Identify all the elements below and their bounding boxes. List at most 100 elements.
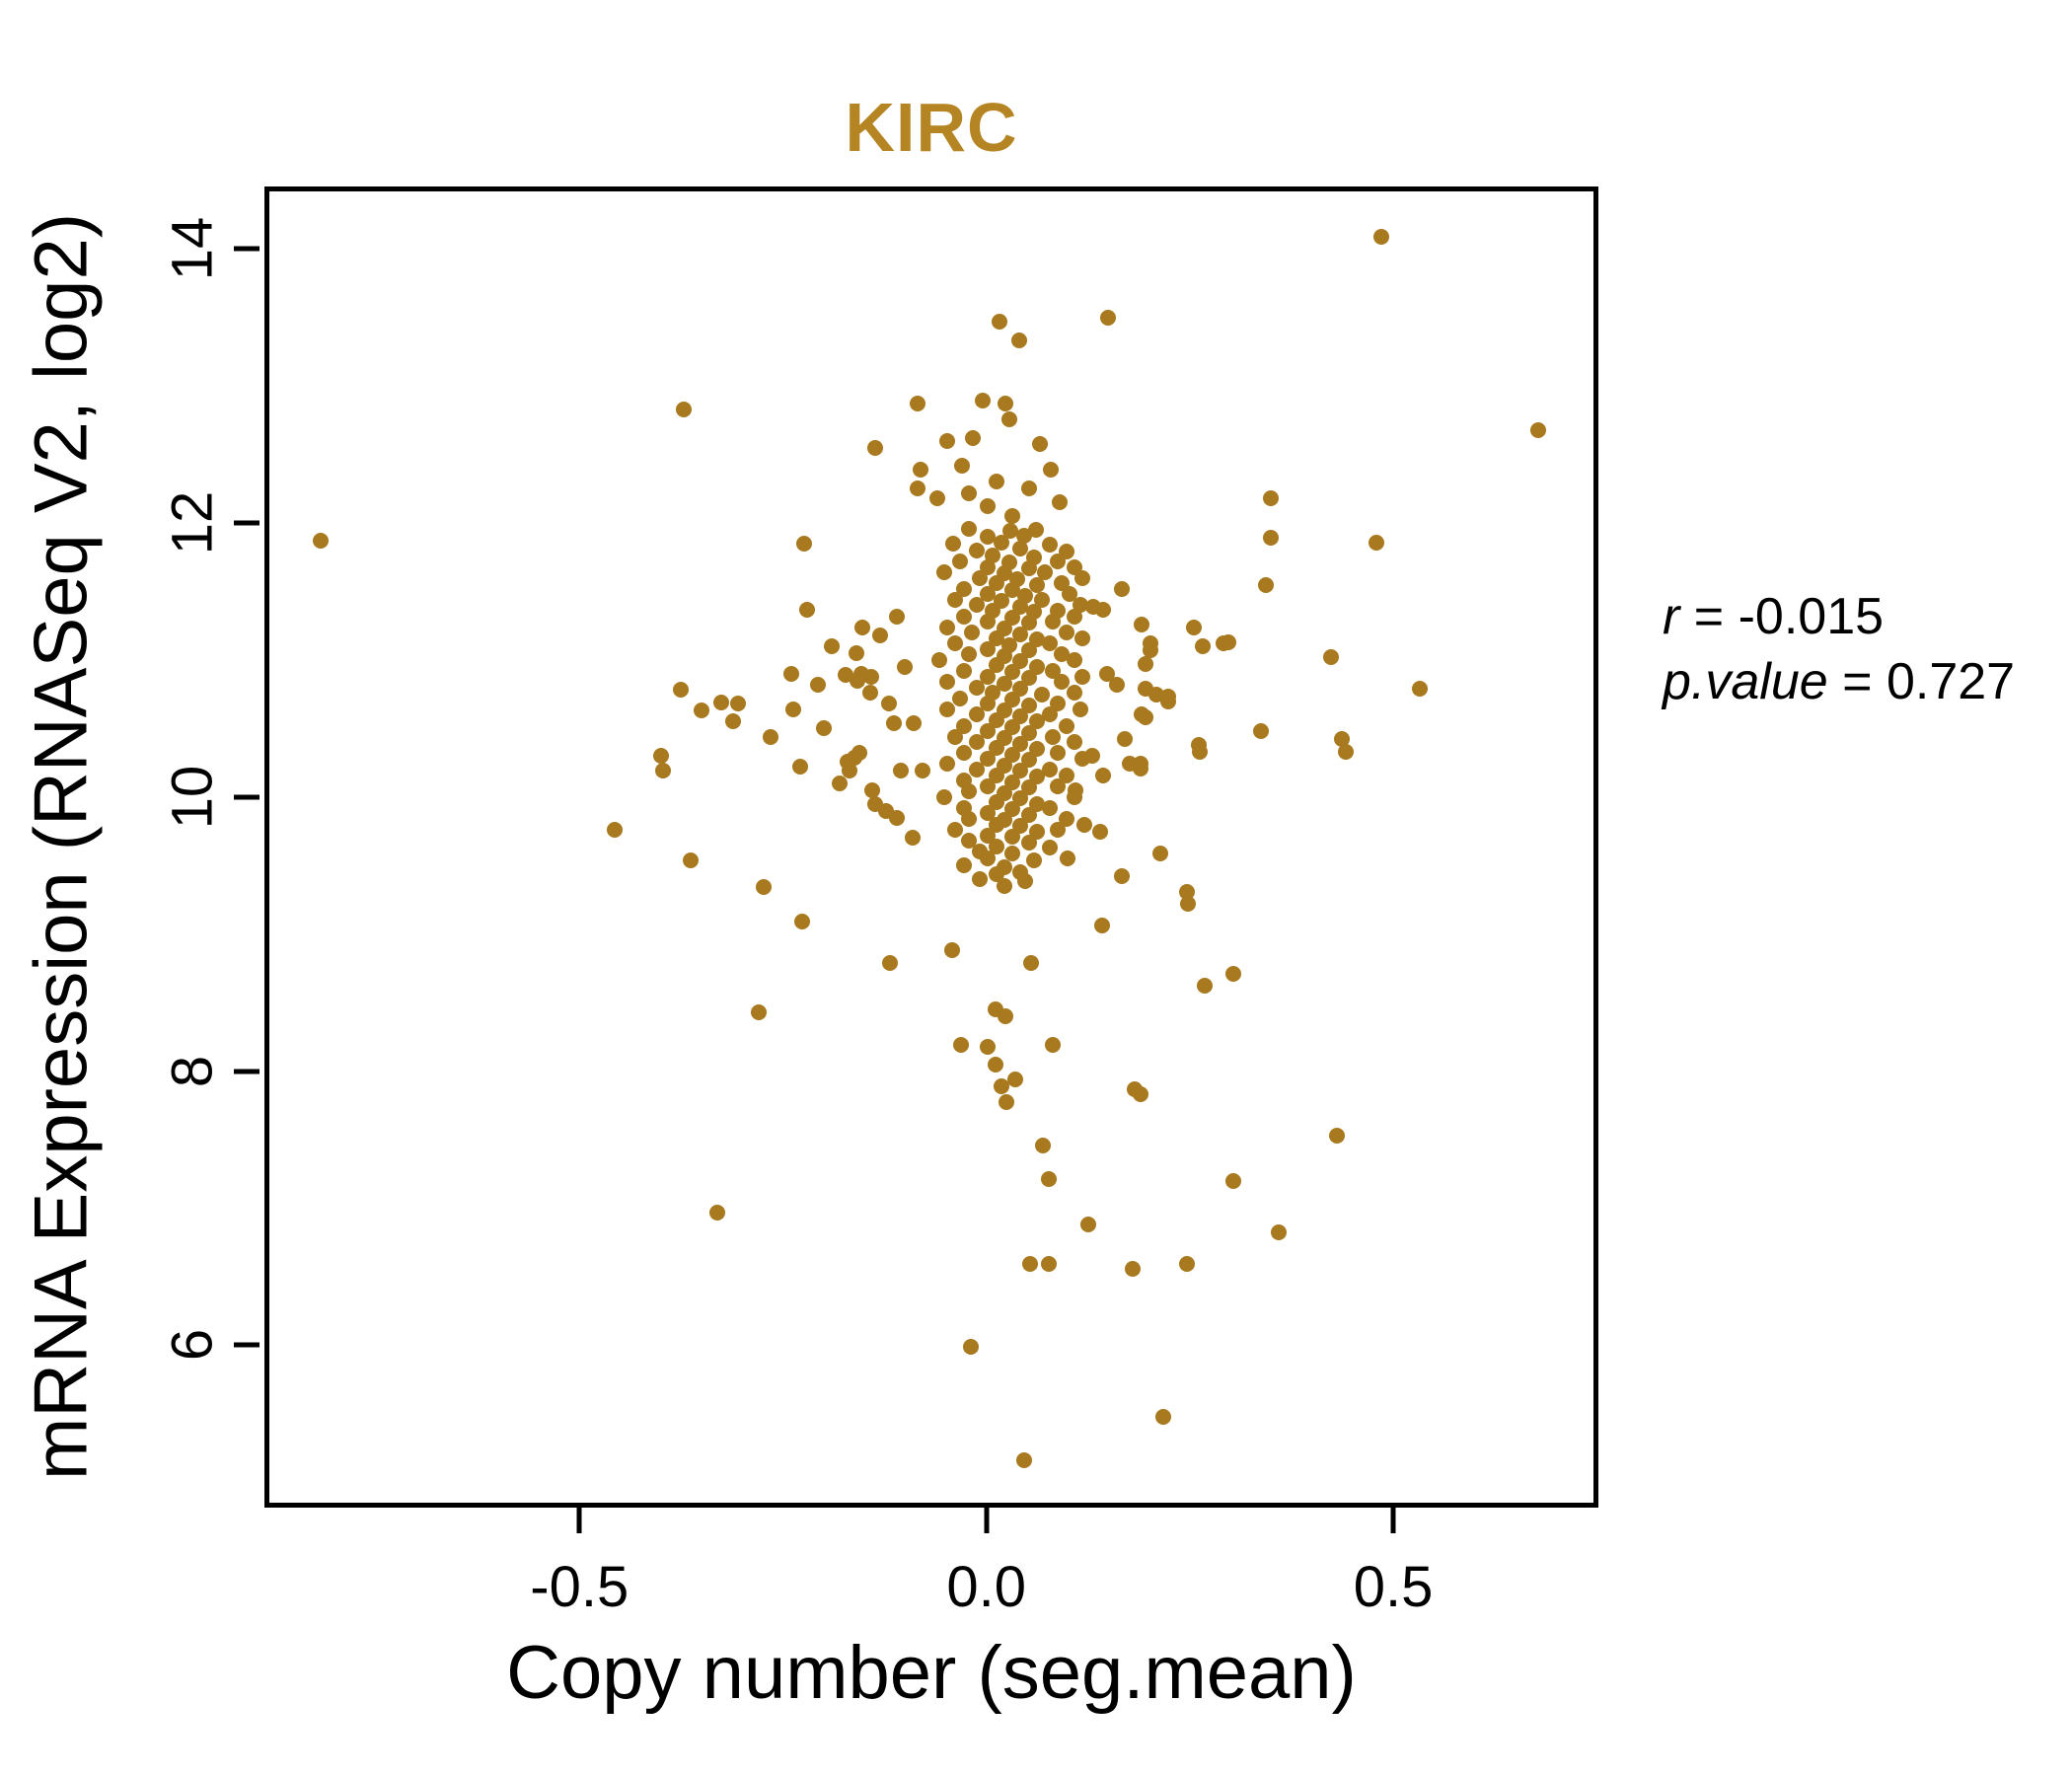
data-point [1195, 638, 1212, 655]
data-point [980, 586, 997, 603]
data-point [712, 694, 729, 710]
data-point [1020, 481, 1037, 497]
x-axis-tick [576, 1508, 582, 1533]
data-point [782, 665, 799, 682]
data-point [1368, 534, 1384, 551]
data-point [1074, 750, 1090, 767]
data-point [988, 474, 1004, 490]
data-point [980, 498, 997, 515]
data-point [968, 542, 985, 558]
data-point [964, 429, 981, 446]
data-point [1323, 649, 1340, 666]
data-point [955, 745, 972, 762]
data-point [1025, 851, 1042, 868]
data-point [944, 535, 961, 552]
data-point [968, 762, 985, 778]
data-point [683, 851, 700, 868]
data-point [988, 838, 1004, 854]
data-point [998, 396, 1014, 412]
r-value: = -0.015 [1693, 588, 1885, 645]
data-point [1196, 978, 1213, 995]
data-point [885, 714, 902, 731]
data-point [1225, 965, 1242, 982]
data-point [673, 682, 690, 699]
data-point [980, 640, 997, 657]
data-point [1042, 840, 1058, 856]
data-point [968, 679, 985, 696]
data-point [987, 1056, 1003, 1073]
data-point [1042, 706, 1058, 723]
data-point [708, 1204, 725, 1221]
data-point [832, 775, 849, 791]
data-point [979, 528, 996, 545]
data-point [725, 713, 742, 730]
p-value: = 0.727 [1842, 653, 2016, 710]
y-tick-label: 6 [160, 1329, 225, 1362]
data-point [968, 597, 985, 614]
data-point [929, 490, 946, 507]
data-point [815, 720, 832, 737]
data-point [1137, 709, 1153, 726]
data-point [960, 833, 977, 850]
data-point [1066, 685, 1082, 702]
data-point [763, 728, 779, 745]
data-point [1004, 845, 1021, 861]
y-axis-tick [234, 520, 259, 526]
data-point [312, 533, 329, 550]
data-point [861, 685, 878, 702]
data-point [952, 690, 969, 706]
data-point [1017, 872, 1034, 889]
data-point [1074, 569, 1090, 586]
data-point [1225, 1172, 1242, 1189]
data-point [823, 638, 840, 655]
data-point [854, 619, 871, 635]
data-point [1152, 845, 1169, 861]
r-label: r [1663, 588, 1680, 645]
data-point [996, 675, 1012, 692]
data-point [939, 619, 956, 635]
data-point [939, 674, 956, 691]
data-point [1257, 576, 1274, 593]
data-point [1412, 681, 1429, 698]
data-point [1004, 829, 1021, 846]
data-point [915, 763, 931, 779]
x-axis-label: Copy number (seg.mean) [506, 1631, 1357, 1715]
data-point [755, 879, 772, 896]
data-point [867, 795, 884, 812]
data-point [1109, 676, 1126, 693]
data-point [993, 1077, 1009, 1094]
data-point [963, 625, 980, 641]
data-point [910, 481, 926, 497]
data-point [997, 1008, 1013, 1024]
data-point [939, 701, 956, 717]
data-point [906, 714, 923, 731]
x-axis-tick [984, 1508, 990, 1533]
data-point [952, 553, 969, 569]
data-point [1022, 1256, 1039, 1273]
data-point [881, 954, 898, 971]
data-point [980, 723, 997, 740]
data-point [880, 696, 897, 712]
data-point [1138, 656, 1154, 673]
data-point [953, 1037, 970, 1054]
data-point [1045, 728, 1062, 745]
data-point [795, 535, 812, 552]
data-point [1329, 1127, 1346, 1144]
data-point [1061, 586, 1077, 603]
data-point [1066, 788, 1082, 805]
data-point [750, 1003, 767, 1020]
data-point [935, 564, 952, 581]
data-point [785, 701, 802, 717]
data-point [1075, 816, 1092, 833]
data-point [910, 396, 926, 412]
data-point [851, 745, 867, 762]
data-point [947, 635, 964, 652]
p-value-label: p.value [1663, 653, 1828, 710]
data-point [1053, 674, 1070, 691]
data-point [730, 696, 747, 712]
data-point [1143, 642, 1159, 659]
data-point [1066, 734, 1082, 751]
data-point [1042, 537, 1058, 554]
data-point [961, 520, 978, 537]
